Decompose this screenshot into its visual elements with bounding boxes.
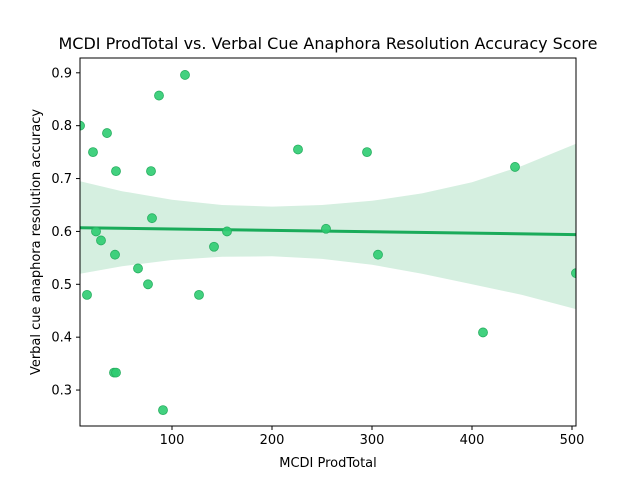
x-tick-label: 300 (360, 433, 385, 448)
data-point (209, 241, 219, 252)
data-point (222, 226, 232, 237)
y-tick-label: 0.4 (51, 331, 72, 346)
data-point (96, 235, 106, 246)
data-point (110, 249, 120, 260)
y-tick-label: 0.5 (51, 278, 72, 293)
data-point (293, 144, 303, 155)
data-point (111, 166, 121, 177)
x-tick-label: 500 (560, 433, 585, 448)
x-tick-label: 200 (260, 433, 285, 448)
data-point (194, 289, 204, 300)
plot-area (80, 70, 576, 416)
data-point (91, 226, 101, 237)
x-axis-label: MCDI ProdTotal (279, 456, 377, 471)
y-tick-label: 0.9 (51, 66, 72, 81)
chart-title: MCDI ProdTotal vs. Verbal Cue Anaphora R… (58, 34, 597, 53)
x-tick-label: 100 (160, 433, 185, 448)
data-point (362, 147, 372, 158)
y-tick-label: 0.8 (51, 119, 72, 134)
data-point (373, 249, 383, 260)
y-axis-label: Verbal cue anaphora resolution accuracy (29, 109, 44, 375)
data-point (143, 279, 153, 290)
plot-content (80, 70, 576, 416)
data-point (133, 263, 143, 274)
y-tick-label: 0.3 (51, 384, 72, 399)
y-tick-label: 0.6 (51, 225, 72, 240)
axes-frame (79, 57, 577, 427)
data-point (146, 166, 156, 177)
data-point (510, 162, 520, 172)
data-point (80, 120, 85, 131)
data-point (88, 147, 98, 158)
x-tick-label: 400 (460, 433, 485, 448)
data-point (571, 268, 576, 279)
data-point (154, 90, 164, 101)
data-point (102, 128, 112, 138)
data-point (111, 367, 121, 378)
data-point (180, 70, 190, 80)
data-point (82, 289, 92, 300)
axes: 100 200 300 400 500 0.3 0.4 0.5 0.6 0.7 0.8 0.9 (51, 57, 585, 448)
data-point (478, 327, 488, 338)
y-tick-label: 0.7 (51, 172, 72, 187)
data-point (147, 213, 157, 224)
data-point (321, 223, 331, 234)
data-point (158, 405, 168, 416)
